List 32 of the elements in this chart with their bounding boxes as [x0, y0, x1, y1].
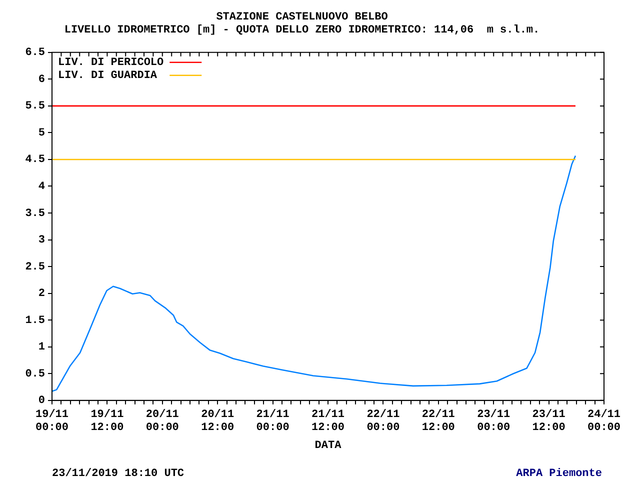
y-tick-label: 1.5 [25, 314, 46, 327]
y-tick-label: 6.5 [25, 47, 46, 60]
y-tick-label: 2 [38, 288, 45, 300]
chart-subtitle: LIVELLO IDROMETRICO [m] - QUOTA DELLO ZERO IDROMETRICO: 114,06 m s.l.m. [64, 24, 540, 37]
text: 23/11/2019 18:10 UTC [52, 468, 184, 480]
y-tick-label: 5 [38, 127, 46, 140]
y-tick-label: 3.5 [25, 208, 46, 220]
text: ARPA Piemonte [516, 468, 602, 480]
y-tick-label: 4 [38, 181, 46, 194]
x-tick-label: 23/11 12:00 [532, 408, 566, 434]
x-tick-label: 24/11 00:00 [587, 408, 621, 434]
x-tick-label: 21/11 00:00 [256, 408, 290, 434]
x-tick-label: 20/11 12:00 [201, 408, 234, 434]
chart-title: STAZIONE CASTELNUOVO BELBO [216, 11, 388, 24]
x-tick-label: 19/11 00:00 [35, 408, 69, 434]
x-tick-label: 23/11 00:00 [477, 408, 510, 434]
y-tick-label: 6 [38, 74, 45, 86]
y-tick-label: 1 [38, 342, 46, 354]
legend-label: LIV. DI GUARDIA [58, 70, 158, 82]
y-tick-label: 0 [38, 395, 45, 408]
y-tick-label: 4.5 [25, 154, 46, 166]
y-tick-label: 5.5 [25, 100, 46, 113]
x-tick-label: 21/11 12:00 [311, 408, 345, 434]
legend-label: LIV. DI PERICOLO [58, 57, 164, 70]
x-axis-title: DATA [314, 440, 342, 452]
x-tick-label: 22/11 12:00 [422, 408, 456, 434]
y-tick-label: 0.5 [25, 368, 46, 380]
x-tick-label: 22/11 00:00 [366, 408, 400, 434]
y-tick-label: 3 [38, 234, 46, 247]
y-tick-label: 2.5 [25, 261, 46, 274]
x-tick-label: 20/11 00:00 [146, 408, 180, 434]
x-tick-label: 19/11 12:00 [90, 408, 124, 434]
